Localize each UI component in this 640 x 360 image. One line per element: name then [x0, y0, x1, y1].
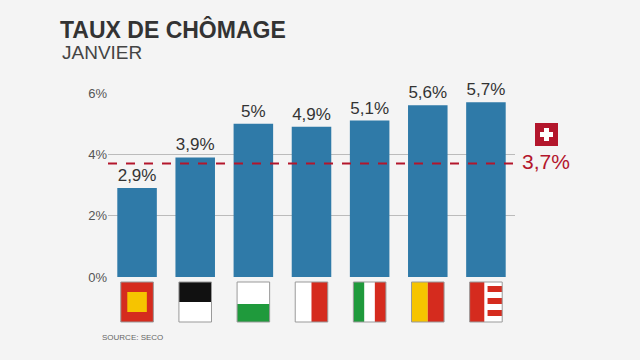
svg-text:5,7%: 5,7% — [467, 80, 506, 99]
svg-text:4,9%: 4,9% — [292, 105, 331, 124]
svg-text:5%: 5% — [241, 102, 266, 121]
svg-text:JANVIER: JANVIER — [62, 42, 142, 63]
svg-text:3,9%: 3,9% — [176, 135, 215, 154]
svg-text:4%: 4% — [88, 147, 107, 162]
svg-text:3,7%: 3,7% — [522, 150, 570, 173]
svg-text:5,1%: 5,1% — [350, 99, 389, 118]
svg-text:5,6%: 5,6% — [408, 83, 447, 102]
svg-text:TAUX DE CHÔMAGE: TAUX DE CHÔMAGE — [60, 16, 286, 43]
svg-text:0%: 0% — [88, 270, 107, 285]
svg-text:2%: 2% — [88, 208, 107, 223]
svg-text:6%: 6% — [88, 86, 107, 101]
svg-text:2,9%: 2,9% — [118, 166, 157, 185]
svg-text:SOURCE: SECO: SOURCE: SECO — [102, 333, 163, 342]
